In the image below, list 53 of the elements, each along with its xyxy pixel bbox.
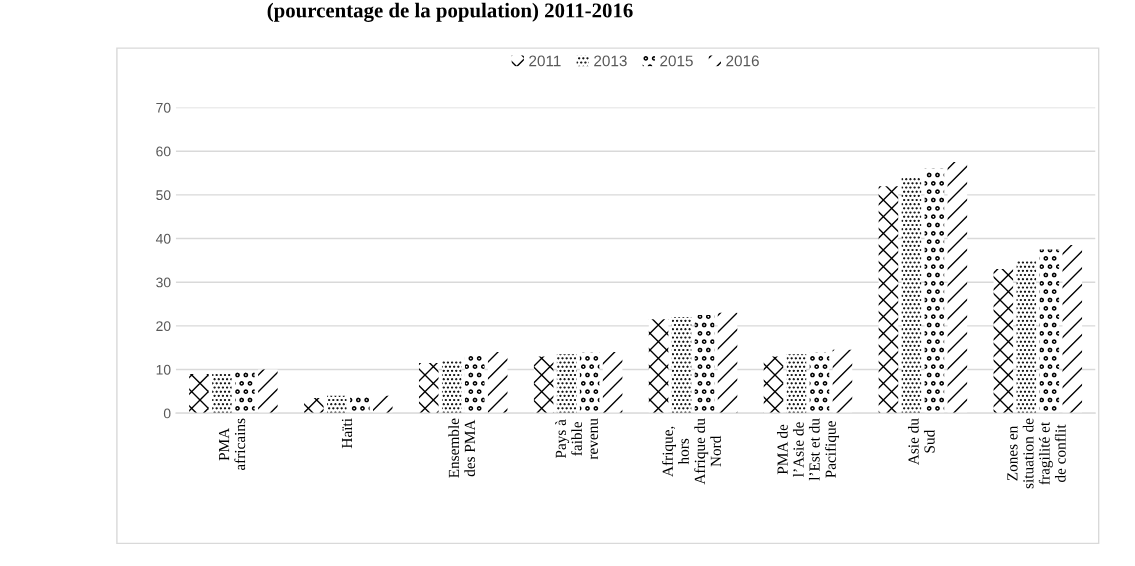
- bar: [418, 362, 439, 414]
- bar: [556, 354, 577, 414]
- y-tick-label: 70: [156, 102, 171, 113]
- x-tick-label: PMA de l’Asie de l’Est et du Pacifique: [776, 418, 839, 481]
- bar: [993, 269, 1014, 414]
- bar: [373, 395, 393, 414]
- bar: [304, 397, 324, 414]
- x-tick-label: Asie du Sud: [907, 418, 935, 465]
- bar: [1062, 245, 1083, 414]
- chart-title: (pourcentage de la population) 2011-2016: [267, 2, 633, 22]
- bar: [258, 369, 278, 414]
- x-tick-label: Haïti: [341, 418, 353, 449]
- y-tick-label: 20: [156, 321, 171, 332]
- x-tick-label: PMA africains: [218, 418, 246, 471]
- bar: [235, 371, 255, 414]
- bar: [832, 349, 853, 414]
- x-tick-label: Afrique, hors Afrique du Nord: [662, 418, 722, 485]
- bar: [441, 360, 462, 414]
- bar: [533, 356, 554, 414]
- y-tick-label: 10: [156, 364, 171, 375]
- bar: [924, 168, 945, 414]
- legend-label: 2011: [529, 55, 561, 67]
- y-tick-label: 0: [163, 408, 171, 419]
- legend-label: 2013: [594, 55, 627, 67]
- bar: [327, 395, 347, 414]
- bar: [602, 352, 623, 414]
- bar: [809, 352, 830, 414]
- x-tick-label: Zones en situation de fragilité et de conflit: [1007, 418, 1066, 489]
- y-tick-label: 30: [156, 277, 171, 288]
- bar: [487, 352, 508, 414]
- bar: [350, 395, 370, 414]
- x-tick-label: Pays à faible revenu: [555, 418, 598, 460]
- bar: [464, 354, 485, 414]
- y-tick-label: 40: [155, 233, 171, 244]
- bar: [694, 314, 715, 414]
- legend-label: 2016: [726, 55, 759, 67]
- bar: [212, 373, 232, 414]
- bar: [189, 373, 209, 414]
- bar: [579, 352, 600, 414]
- x-tick-label: Ensemble des PMA: [448, 418, 476, 478]
- bar: [1016, 260, 1037, 414]
- y-tick-label: 60: [156, 146, 171, 157]
- y-tick-label: 50: [156, 190, 171, 201]
- bar: [878, 186, 899, 414]
- bar: [648, 319, 669, 414]
- bar: [947, 162, 968, 414]
- legend-label: 2015: [660, 55, 693, 67]
- bar: [763, 356, 784, 414]
- bar: [1039, 249, 1060, 414]
- bar: [671, 317, 692, 414]
- bar: [786, 354, 807, 414]
- bar: [901, 177, 922, 414]
- bar: [717, 312, 738, 414]
